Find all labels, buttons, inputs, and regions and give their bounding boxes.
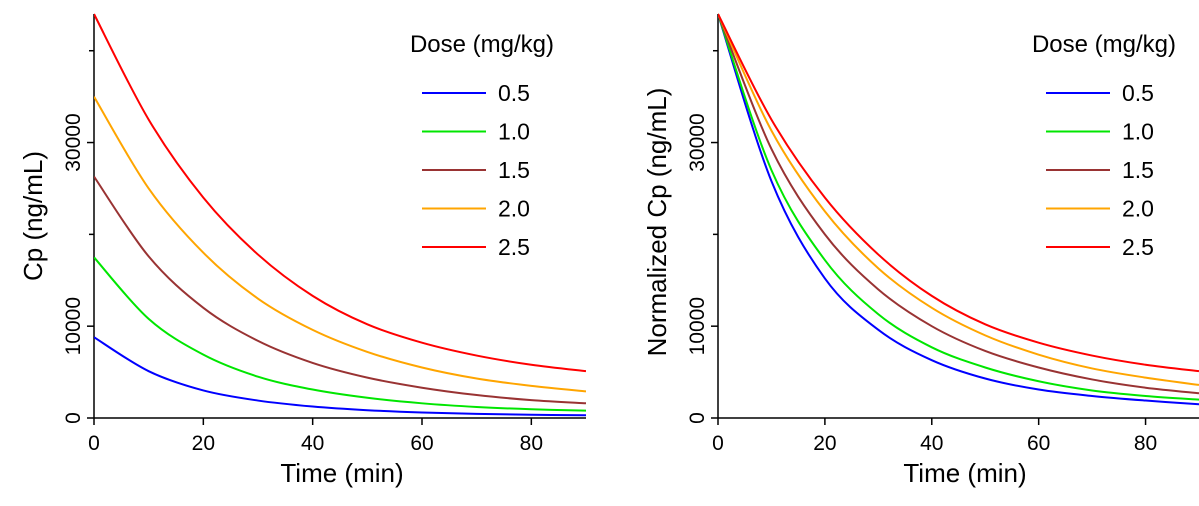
series-line-2.0 (718, 13, 1199, 386)
y-tick-label: 30000 (62, 113, 85, 171)
x-tick-label: 60 (410, 432, 433, 455)
x-tick-label: 20 (813, 432, 836, 455)
x-tick-label: 0 (88, 432, 100, 455)
series-line-1.5 (718, 13, 1199, 395)
legend-label: 2.0 (1122, 196, 1154, 222)
y-tick-label: 10000 (62, 297, 85, 355)
y-tick-label: 0 (62, 412, 85, 424)
legend-label: 1.0 (1122, 119, 1154, 145)
x-tick-label: 40 (920, 432, 943, 455)
series-line-0.5 (94, 336, 586, 417)
series-line-2.0 (94, 96, 586, 393)
legend-label: 1.5 (498, 157, 530, 183)
legend-title: Dose (mg/kg) (1032, 31, 1176, 58)
series-line-1.0 (718, 13, 1199, 401)
legend-label: 2.0 (498, 196, 530, 222)
series-line-1.5 (94, 175, 586, 405)
series-line-0.5 (718, 13, 1199, 406)
series-line-1.0 (94, 256, 586, 412)
y-axis-title: Normalized Cp (ng/mL) (642, 88, 672, 357)
y-tick-label: 0 (686, 412, 709, 424)
legend-label: 1.5 (1122, 157, 1154, 183)
series-line-2.5 (718, 13, 1199, 373)
legend-label: 2.5 (1122, 234, 1154, 260)
chart-panel-right: 0 20 40 60 80 0 10000 30000 Time (min) Normalized… (642, 13, 1199, 488)
x-tick-label: 40 (301, 432, 324, 455)
x-tick-label: 80 (1134, 432, 1157, 455)
y-tick-label: 30000 (686, 113, 709, 171)
x-tick-label: 60 (1027, 432, 1050, 455)
legend-label: 0.5 (1122, 80, 1154, 106)
x-axis-title: Time (min) (903, 458, 1026, 488)
series-line-2.5 (94, 13, 586, 373)
legend-label: 1.0 (498, 119, 530, 145)
x-tick-label: 0 (712, 432, 724, 455)
legend-label: 2.5 (498, 234, 530, 260)
x-tick-label: 80 (520, 432, 543, 455)
y-tick-label: 10000 (686, 297, 709, 355)
chart-panel-left: 0 20 40 60 80 0 10000 30000 Time (min) Cp (ng/mL)… (18, 13, 586, 488)
y-axis-title: Cp (ng/mL) (18, 151, 48, 281)
x-tick-label: 20 (192, 432, 215, 455)
x-axis-title: Time (min) (280, 458, 403, 488)
legend-title: Dose (mg/kg) (410, 31, 554, 58)
legend-label: 0.5 (498, 80, 530, 106)
